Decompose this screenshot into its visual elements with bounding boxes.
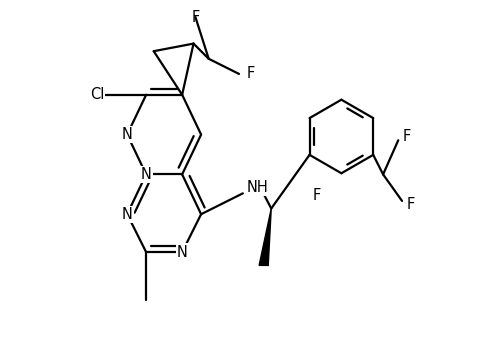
Polygon shape: [259, 208, 271, 265]
Text: NH: NH: [247, 180, 268, 195]
Text: F: F: [406, 197, 414, 212]
Text: F: F: [313, 188, 321, 203]
Text: F: F: [247, 67, 254, 81]
Text: N: N: [122, 127, 133, 142]
Text: N: N: [141, 167, 152, 182]
Text: N: N: [122, 207, 133, 222]
Text: F: F: [191, 10, 200, 24]
Text: Cl: Cl: [89, 87, 104, 102]
Text: N: N: [177, 245, 187, 260]
Text: F: F: [403, 129, 411, 144]
